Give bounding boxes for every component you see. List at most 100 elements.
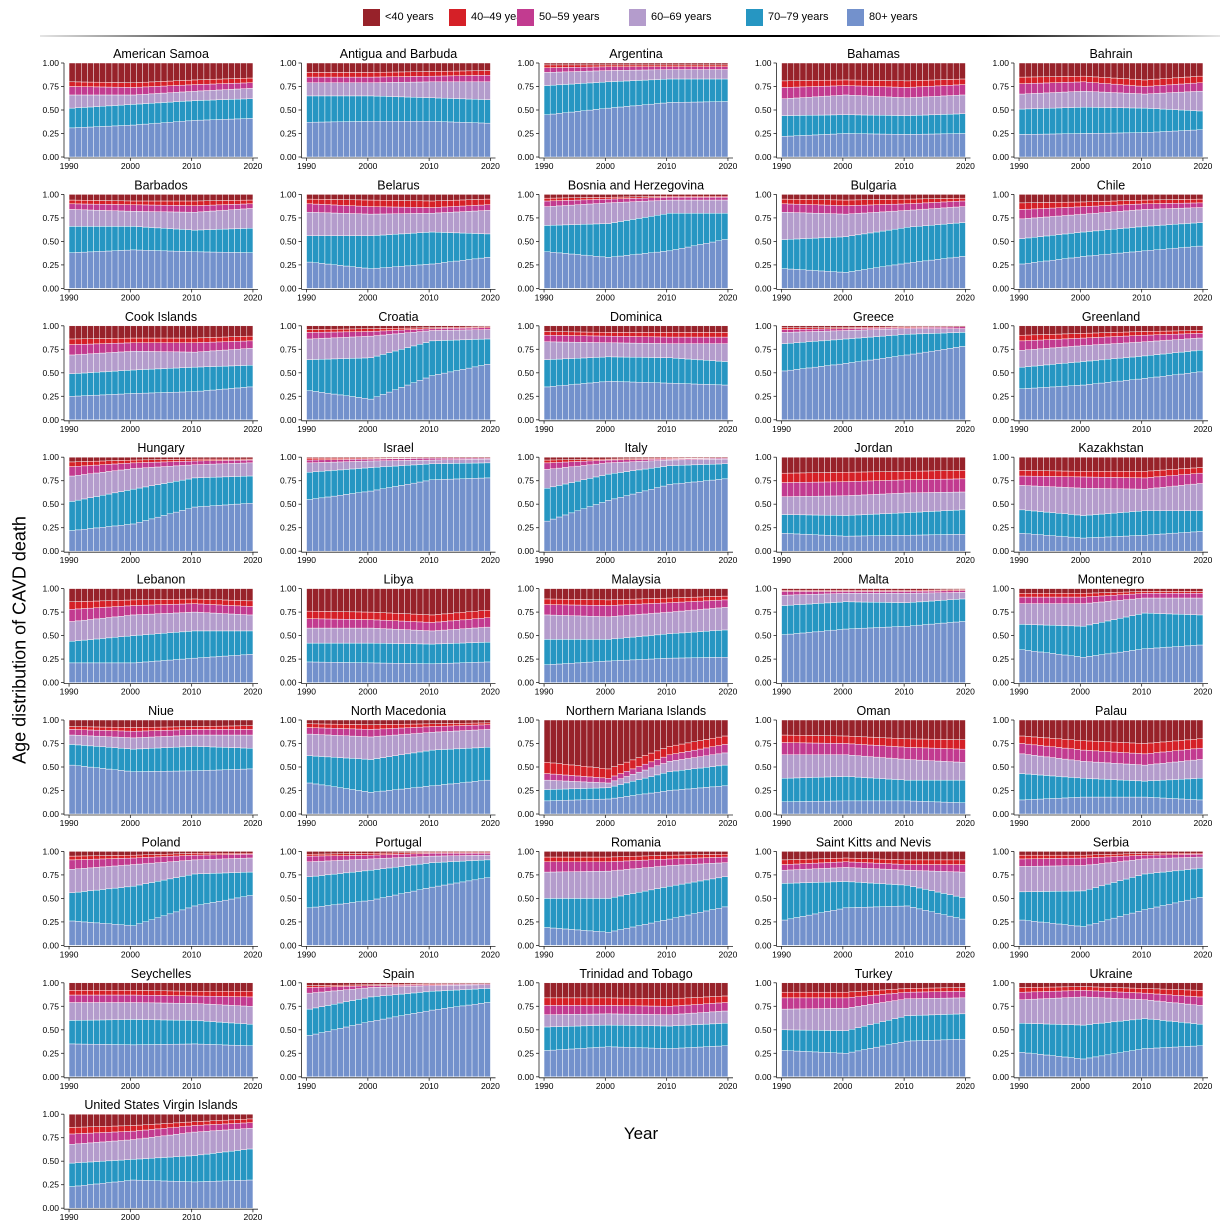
bar-segment — [130, 614, 137, 636]
bar-segment — [641, 490, 649, 552]
bar-segment — [465, 81, 473, 100]
bar-segment — [580, 254, 588, 289]
bar-segment — [477, 122, 485, 158]
bar-segment — [861, 325, 868, 328]
bar-segment — [799, 194, 807, 200]
bar-segment — [373, 330, 381, 336]
bar-segment — [787, 115, 795, 137]
bar-segment — [1092, 456, 1099, 472]
bar-segment — [191, 100, 199, 121]
bar-segment — [81, 338, 88, 345]
bar-segment — [246, 208, 254, 229]
bar-segment — [811, 199, 819, 205]
bar-segment — [672, 69, 680, 80]
bar-segment — [879, 593, 886, 603]
x-tick-label: 2000 — [833, 687, 852, 697]
legend-item: 80+ years — [847, 8, 918, 26]
bar-segment — [234, 503, 241, 552]
bar-segment — [599, 381, 606, 421]
bar-segment — [203, 505, 211, 552]
bar-segment — [435, 630, 442, 645]
bar-segment — [117, 125, 125, 158]
bar-segment — [93, 81, 100, 88]
bar-segment — [842, 114, 850, 134]
bar-segment — [136, 393, 143, 421]
bar-segment — [1190, 62, 1198, 77]
bar-segment — [848, 199, 856, 206]
bar-segment — [410, 200, 418, 208]
bar-segment — [484, 257, 491, 289]
bar-segment — [1184, 338, 1191, 352]
bar-segment — [1104, 620, 1112, 655]
bar-segment — [306, 121, 313, 158]
bar-segment — [1024, 134, 1032, 158]
bar-segment — [392, 620, 399, 630]
bar-segment — [373, 619, 381, 629]
bar-segment — [404, 588, 411, 615]
bar-segment — [330, 325, 338, 330]
bar-segment — [1074, 338, 1081, 347]
bar-segment — [386, 200, 393, 208]
bar-segment — [1129, 356, 1136, 380]
bar-segment — [379, 330, 387, 336]
bar-segment — [1110, 536, 1118, 552]
bar-segment — [854, 133, 862, 158]
bar-segment — [928, 96, 936, 116]
bar-segment — [1049, 194, 1057, 203]
bar-segment — [861, 62, 868, 81]
bar-segment — [617, 70, 624, 82]
bar-segment — [1098, 254, 1106, 289]
bar-segment — [885, 80, 893, 88]
bar-segment — [312, 262, 320, 289]
bar-segment — [861, 480, 868, 496]
bar-segment — [672, 64, 680, 67]
bar-segment — [629, 336, 637, 344]
bar-segment — [684, 199, 692, 214]
bar-segment — [1098, 588, 1106, 593]
bar-segment — [1165, 224, 1173, 249]
bar-segment — [111, 637, 119, 664]
bar-segment — [629, 456, 637, 459]
bar-segment — [1074, 91, 1081, 108]
bar-segment — [599, 325, 606, 333]
bar-segment — [1184, 246, 1191, 289]
bar-segment — [130, 204, 137, 212]
bar-segment — [459, 588, 467, 613]
bar-segment — [629, 201, 637, 220]
bar-segment — [952, 222, 960, 258]
bar-segment — [435, 328, 442, 331]
bar-segment — [234, 118, 241, 158]
bar-segment — [562, 588, 569, 600]
bar-segment — [93, 200, 100, 205]
bar-segment — [404, 458, 411, 461]
bar-segment — [447, 629, 454, 644]
bar-segment — [398, 71, 405, 77]
bar-segment — [580, 62, 588, 66]
bar-segment — [209, 604, 217, 614]
bar-segment — [410, 345, 418, 383]
bar-segment — [404, 265, 411, 289]
bar-segment — [1043, 470, 1050, 477]
bar-segment — [111, 86, 119, 96]
bar-segment — [934, 534, 942, 552]
bar-segment — [715, 596, 723, 601]
bar-segment — [830, 271, 837, 289]
bar-segment — [404, 629, 411, 644]
bar-segment — [1049, 347, 1057, 365]
bar-segment — [1129, 335, 1136, 343]
bar-segment — [1037, 534, 1044, 552]
bar-segment — [599, 605, 606, 617]
bar-segment — [81, 465, 88, 475]
bar-segment — [1031, 470, 1038, 477]
bar-segment — [1086, 360, 1093, 385]
bar-segment — [471, 611, 479, 620]
bar-segment — [648, 635, 655, 660]
bar-segment — [1147, 199, 1155, 204]
bar-segment — [246, 600, 254, 607]
bar-segment — [459, 325, 467, 328]
bar-segment — [99, 472, 107, 496]
bar-segment — [952, 332, 960, 348]
bar-segment — [922, 114, 929, 135]
bar-segment — [1153, 470, 1161, 478]
